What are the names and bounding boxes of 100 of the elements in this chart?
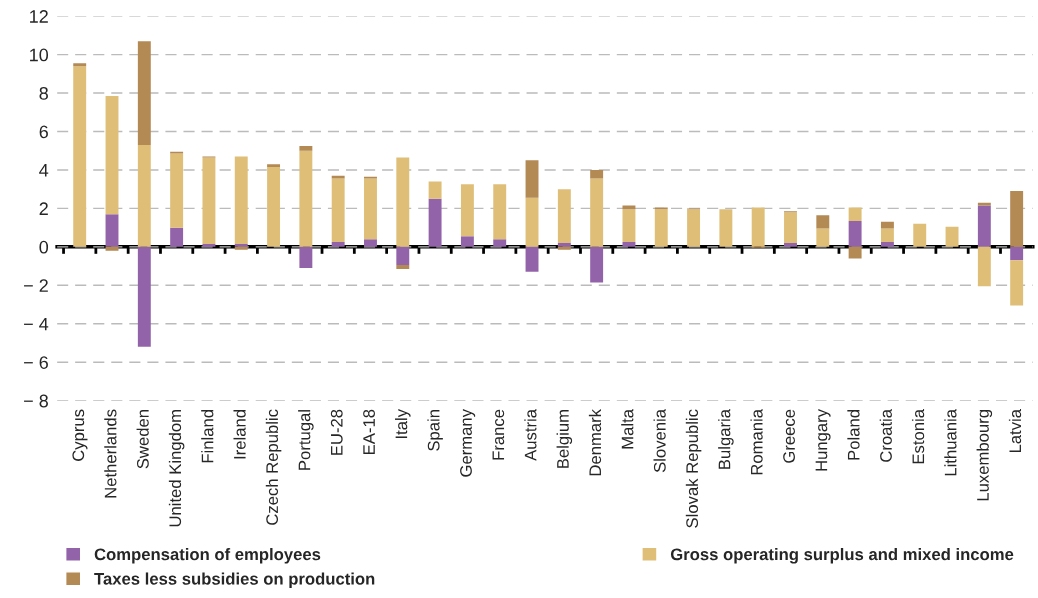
x-tick-label: Hungary [815, 409, 831, 471]
bar [784, 212, 797, 244]
y-tick-label: − 2 [24, 279, 48, 292]
bar [460, 236, 474, 247]
y-tick-label: − 6 [24, 356, 48, 369]
y-tick-label: 6 [39, 125, 48, 139]
y-tick-label: − 4 [24, 317, 49, 331]
bar [913, 223, 927, 247]
bar [525, 160, 539, 198]
x-tick-label: EU-28 [330, 409, 343, 455]
bar [299, 150, 313, 247]
x-tick-label: Lithuania [944, 408, 957, 476]
bar [137, 144, 151, 247]
bar [105, 246, 119, 251]
x-tick-label: Romania [750, 408, 763, 475]
x-tick-label: Netherlands [104, 409, 117, 498]
bar [493, 184, 507, 240]
bar [945, 226, 959, 247]
x-tick-label: Greece [783, 409, 795, 463]
bar [234, 156, 248, 244]
x-tick-label: Estonia [911, 408, 925, 464]
x-tick-label: Portugal [298, 410, 314, 470]
bar [525, 246, 539, 272]
x-tick-label: United Kingdom [168, 410, 185, 527]
bar [73, 63, 87, 67]
x-tick-label: Austria [524, 408, 537, 461]
bar [977, 205, 991, 247]
bar [1010, 246, 1024, 261]
bar [202, 157, 216, 244]
bar [557, 189, 571, 244]
x-tick-label: EA-18 [363, 409, 375, 454]
bar [267, 167, 281, 247]
bar [105, 95, 119, 215]
bar [396, 246, 410, 266]
y-tick-label: 0 [39, 240, 49, 254]
bar [525, 197, 539, 247]
bar [364, 178, 377, 240]
x-tick-label: Finland [201, 410, 214, 463]
bar [331, 175, 345, 179]
x-tick-label: Malta [621, 408, 634, 449]
bar [622, 209, 636, 243]
x-tick-label: Italy [395, 409, 411, 439]
y-tick-label: 4 [39, 164, 49, 177]
bar [1010, 191, 1024, 247]
bar [1010, 260, 1024, 306]
bar [654, 209, 668, 247]
y-tick-label: − 8 [24, 394, 48, 408]
x-tick-label: Croatia [879, 408, 892, 462]
bar [396, 157, 410, 247]
bar [590, 178, 604, 247]
bar [848, 220, 862, 247]
bar [880, 242, 894, 247]
bar [719, 209, 733, 247]
y-tick-label: 8 [39, 86, 48, 100]
bar [428, 181, 442, 199]
bar [880, 221, 894, 229]
bar [428, 198, 442, 247]
bar [590, 246, 604, 283]
x-tick-label: Slovak Republic [685, 409, 702, 528]
bar [493, 239, 507, 247]
x-tick-label: Poland [847, 410, 860, 460]
x-tick-label: Denmark [588, 408, 602, 476]
x-tick-label: Sweden [136, 410, 149, 469]
bar [687, 209, 701, 247]
bar [299, 246, 313, 268]
bar [396, 265, 410, 269]
bar [977, 246, 991, 287]
y-tick-label: 10 [30, 48, 49, 62]
bar [170, 153, 184, 228]
bar [816, 215, 830, 229]
bar [751, 207, 765, 247]
bar [267, 164, 281, 168]
bar [460, 184, 474, 237]
legend-label: Compensation of employees [94, 548, 321, 564]
x-tick-label: Latvia [1008, 408, 1022, 453]
bar [170, 227, 184, 247]
bar [364, 239, 377, 247]
x-tick-label: France [492, 409, 505, 460]
bar [590, 169, 604, 179]
bar [137, 246, 151, 347]
legend-label: Gross operating surplus and mixed income [670, 548, 1014, 564]
legend-label: Taxes less subsidies on production [94, 572, 375, 588]
bar [331, 178, 345, 243]
bar [622, 242, 636, 247]
bar [848, 246, 862, 259]
bar [331, 242, 345, 247]
y-tick-label: 12 [30, 10, 48, 23]
bar [299, 145, 313, 151]
x-tick-label: Belgium [556, 410, 573, 468]
bar [784, 243, 797, 247]
bar [848, 207, 862, 221]
y-tick-label: 2 [39, 202, 48, 215]
bar [880, 228, 894, 243]
bar [202, 243, 216, 247]
x-tick-label: Luxembourg [976, 410, 993, 501]
x-tick-label: Czech Republic [265, 409, 282, 525]
x-tick-label: Spain [427, 410, 443, 451]
bar [816, 228, 830, 247]
x-tick-label: Cyprus [72, 409, 88, 461]
bar [73, 66, 87, 247]
